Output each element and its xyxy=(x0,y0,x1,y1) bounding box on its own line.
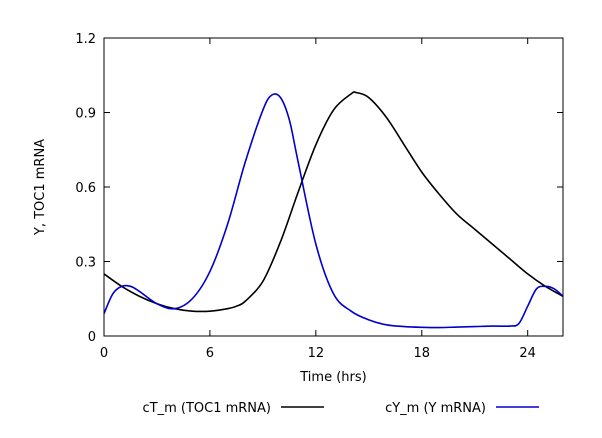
legend-label-toc1: cT_m (TOC1 mRNA) xyxy=(143,401,272,416)
y-axis-label: Y, TOC1 mRNA xyxy=(33,139,48,236)
series-lines xyxy=(103,91,564,329)
series-line-y-mrna xyxy=(103,93,564,329)
x-tick-label: 0 xyxy=(100,346,108,361)
x-tick-label: 6 xyxy=(206,346,214,361)
y-tick-label: 1.2 xyxy=(75,32,96,47)
x-axis-label: Time (hrs) xyxy=(299,370,366,385)
y-tick-label: 0 xyxy=(88,330,96,345)
x-tick-label: 12 xyxy=(308,346,325,361)
y-tick-label: 0.9 xyxy=(75,107,96,122)
y-tick-label: 0.3 xyxy=(75,256,96,271)
axis-ticks: 0 6 12 18 24 0 0.3 0.6 0.9 1.2 xyxy=(75,32,563,361)
legend: cT_m (TOC1 mRNA) cY_m (Y mRNA) xyxy=(143,401,539,416)
plot-frame xyxy=(103,37,564,337)
x-tick-label: 18 xyxy=(413,346,430,361)
series-line-toc1-mrna xyxy=(103,91,564,313)
y-tick-label: 0.6 xyxy=(75,181,96,196)
legend-label-y: cY_m (Y mRNA) xyxy=(385,401,486,416)
x-tick-label: 24 xyxy=(519,346,536,361)
